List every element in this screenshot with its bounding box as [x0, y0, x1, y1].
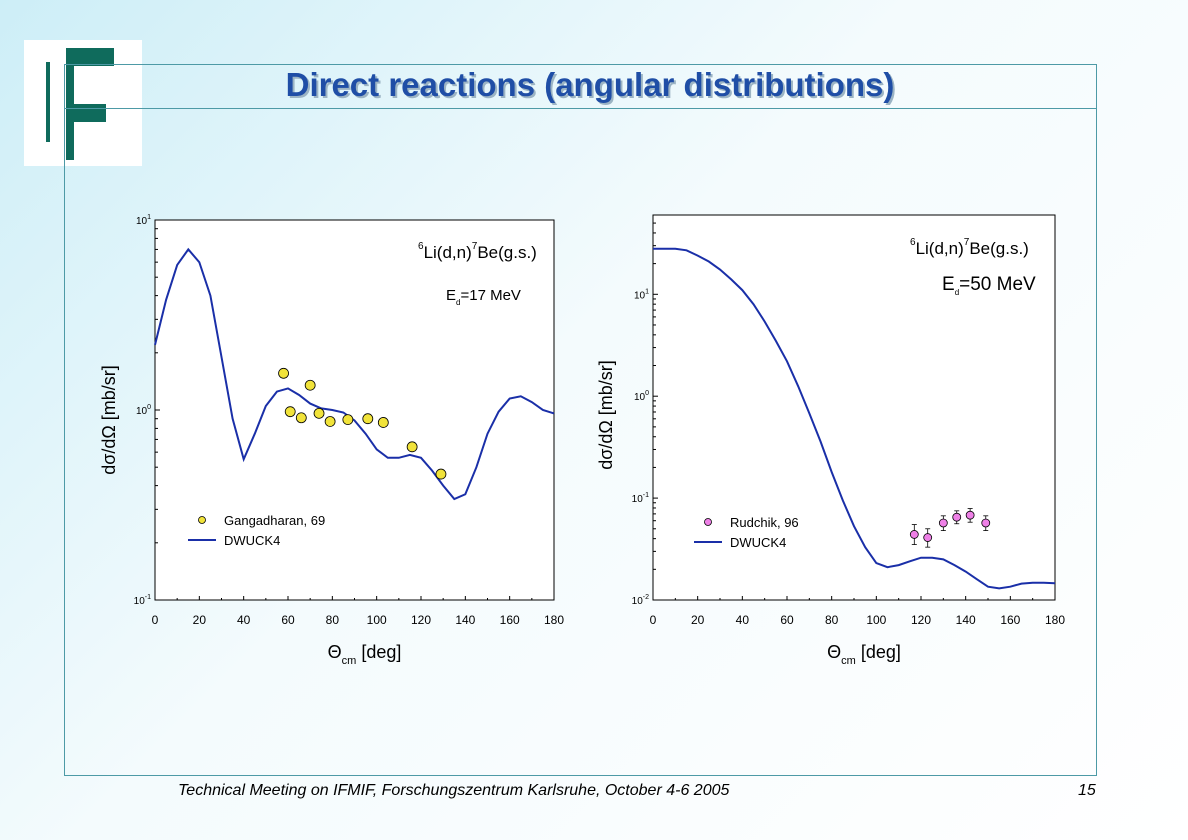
reaction-label: 6Li(d,n)7Be(g.s.) — [418, 241, 537, 262]
dwuck4-curve — [154, 247, 555, 501]
data-point — [362, 413, 374, 425]
data-point — [435, 468, 447, 480]
data-point — [342, 414, 354, 426]
title-rule — [64, 108, 1097, 109]
data-point — [304, 379, 316, 391]
data-point — [295, 412, 307, 424]
data-point — [324, 416, 336, 427]
x-tick-label: 140 — [956, 613, 976, 627]
x-axis-label: Θcm [deg] — [328, 642, 402, 667]
y-tick-label: 100 — [634, 390, 649, 403]
legend-label: DWUCK4 — [730, 535, 786, 550]
footer-text: Technical Meeting on IFMIF, Forschungsze… — [178, 782, 730, 799]
legend-label: Gangadharan, 69 — [224, 513, 325, 528]
data-point — [938, 518, 948, 528]
x-tick-label: 120 — [411, 613, 431, 627]
energy-label: Ed=17 MeV — [446, 287, 521, 307]
y-tick-label: 101 — [634, 288, 649, 301]
institute-logo — [24, 40, 142, 166]
data-point — [952, 512, 962, 522]
data-point — [278, 367, 289, 379]
x-tick-label: 20 — [193, 613, 207, 627]
x-tick-label: 20 — [691, 613, 705, 627]
x-tick-label: 40 — [736, 613, 750, 627]
legend-label: DWUCK4 — [224, 533, 280, 548]
y-tick-label: 100 — [136, 404, 151, 417]
x-tick-label: 100 — [866, 613, 886, 627]
x-tick-label: 60 — [281, 613, 295, 627]
data-point — [313, 407, 325, 419]
energy-label-box — [936, 268, 1046, 300]
x-tick-label: 60 — [780, 613, 794, 627]
x-tick-label: 140 — [455, 613, 475, 627]
data-point — [965, 510, 975, 520]
x-tick-label: 80 — [326, 613, 340, 627]
reaction-label: 6Li(d,n)7Be(g.s.) — [910, 237, 1029, 258]
data-point — [377, 417, 389, 428]
x-tick-label: 0 — [650, 613, 657, 627]
x-tick-label: 0 — [152, 613, 159, 627]
energy-label: Ed=50 MeV — [942, 274, 1036, 297]
y-tick-label: 10-1 — [632, 492, 649, 505]
x-tick-label: 180 — [1045, 613, 1065, 627]
legend-label: Rudchik, 96 — [730, 515, 799, 530]
x-tick-label: 160 — [1000, 613, 1020, 627]
x-tick-label: 40 — [237, 613, 251, 627]
slide-title: Direct reactions (angular distributions) — [285, 66, 895, 103]
y-tick-label: 101 — [136, 214, 151, 227]
data-point — [923, 533, 933, 542]
data-point — [406, 441, 418, 453]
reaction-label-box — [414, 230, 542, 270]
data-point — [981, 518, 991, 528]
legend-marker-points — [198, 516, 206, 524]
x-tick-label: 120 — [911, 613, 931, 627]
x-tick-label: 160 — [500, 613, 520, 627]
dwuck4-curve — [653, 247, 1056, 590]
x-tick-label: 180 — [544, 613, 564, 627]
y-axis-label: dσ/dΩ [mb/sr] — [99, 365, 119, 475]
y-tick-label: 10-1 — [134, 594, 151, 607]
data-point — [909, 530, 919, 539]
legend-box — [688, 510, 806, 556]
legend-marker-points — [704, 518, 712, 526]
reaction-label-box — [906, 226, 1048, 266]
page-number: 15 — [1078, 782, 1096, 799]
y-axis-label: dσ/dΩ [mb/sr] — [596, 360, 616, 470]
y-tick-label: 10-2 — [632, 594, 649, 607]
slide-frame — [64, 64, 1097, 776]
x-axis-label: Θcm [deg] — [827, 642, 901, 667]
legend-box — [182, 508, 334, 554]
x-tick-label: 100 — [367, 613, 387, 627]
data-point — [284, 406, 296, 418]
energy-label-box — [440, 278, 526, 310]
x-tick-label: 80 — [825, 613, 839, 627]
